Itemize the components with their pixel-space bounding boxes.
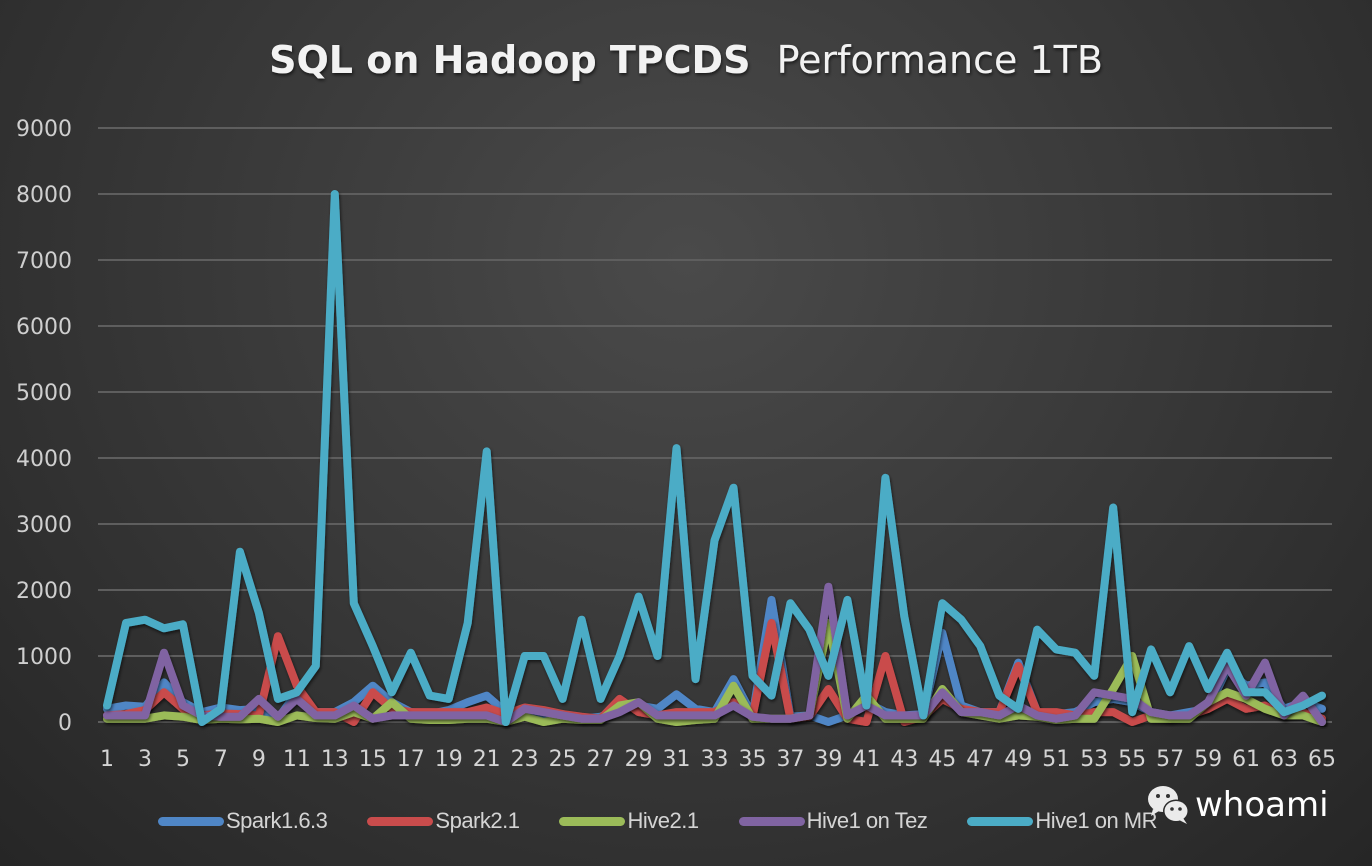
legend-swatch — [559, 816, 626, 826]
x-tick-label: 11 — [283, 747, 311, 772]
x-tick-label: 21 — [473, 747, 501, 772]
watermark: whoami — [1145, 782, 1329, 828]
x-tick-label: 13 — [321, 747, 349, 772]
x-tick-label: 7 — [214, 747, 228, 772]
x-tick-label: 37 — [776, 747, 804, 772]
legend-swatch — [367, 816, 434, 826]
legend-label: Hive1 on MR — [1035, 808, 1157, 833]
x-tick-label: 61 — [1232, 747, 1260, 772]
series-hive1-on-mr — [103, 190, 1326, 726]
y-axis-ticks: 0 1000 2000 3000 4000 5000 6000 7000 8000 9000 — [16, 117, 72, 736]
legend-item: Spark2.1 — [367, 808, 520, 834]
y-tick-label: 5000 — [16, 381, 72, 406]
x-tick-label: 15 — [359, 747, 387, 772]
series-line — [103, 190, 1326, 726]
x-tick-label: 41 — [852, 747, 880, 772]
series-lines — [103, 190, 1326, 726]
x-tick-label: 39 — [814, 747, 842, 772]
legend-swatch — [738, 816, 805, 826]
y-tick-label: 7000 — [16, 249, 72, 274]
legend-item: Hive1 on Tez — [738, 808, 928, 834]
x-tick-label: 63 — [1270, 747, 1298, 772]
y-tick-label: 1000 — [16, 645, 72, 670]
series-line — [103, 582, 1326, 726]
chart-title-bold: SQL on Hadoop TPCDS — [269, 38, 750, 82]
x-tick-label: 23 — [511, 747, 539, 772]
x-tick-label: 27 — [587, 747, 615, 772]
legend-label: Spark1.6.3 — [226, 808, 328, 833]
legend-label: Spark2.1 — [435, 808, 520, 833]
x-tick-label: 51 — [1042, 747, 1070, 772]
x-axis-ticks: 1 3 5 7 9 11 13 15 17 19 21 23 25 27 29 31 33 35 37 39 41 43 4… — [100, 747, 1336, 772]
x-tick-label: 47 — [966, 747, 994, 772]
x-tick-label: 9 — [252, 747, 266, 772]
watermark-text: whoami — [1195, 785, 1329, 825]
x-tick-label: 25 — [549, 747, 577, 772]
x-tick-label: 1 — [100, 747, 114, 772]
y-tick-label: 9000 — [16, 117, 72, 142]
y-tick-label: 8000 — [16, 183, 72, 208]
legend-swatch — [158, 816, 224, 826]
legend-item: Hive1 on MR — [967, 808, 1157, 834]
x-tick-label: 19 — [435, 747, 463, 772]
x-tick-label: 29 — [625, 747, 653, 772]
legend-label: Hive2.1 — [627, 808, 699, 833]
x-tick-label: 5 — [176, 747, 190, 772]
legend: Spark1.6.3 Spark2.1 Hive2.1 Hive1 on Tez Hiv… — [158, 808, 1197, 834]
x-tick-label: 45 — [928, 747, 956, 772]
gridlines — [98, 127, 1332, 723]
wechat-icon — [1148, 786, 1189, 824]
chart-title: SQL on Hadoop TPCDS Performance 1TB — [269, 38, 1103, 82]
series-hive1-on-tez — [103, 582, 1326, 726]
x-tick-label: 35 — [738, 747, 766, 772]
x-tick-label: 43 — [890, 747, 918, 772]
x-tick-label: 55 — [1118, 747, 1146, 772]
legend-item: Hive2.1 — [559, 808, 699, 834]
y-tick-label: 2000 — [16, 579, 72, 604]
legend-item: Spark1.6.3 — [158, 808, 328, 834]
x-tick-label: 17 — [397, 747, 425, 772]
x-tick-label: 53 — [1080, 747, 1108, 772]
x-tick-label: 3 — [138, 747, 152, 772]
x-tick-label: 31 — [663, 747, 691, 772]
y-tick-label: 3000 — [16, 513, 72, 538]
x-tick-label: 59 — [1194, 747, 1222, 772]
y-tick-label: 6000 — [16, 315, 72, 340]
chart-title-light: Performance 1TB — [777, 38, 1103, 82]
y-tick-label: 4000 — [16, 447, 72, 472]
legend-label: Hive1 on Tez — [806, 808, 928, 833]
y-tick-label: 0 — [58, 711, 72, 736]
x-tick-label: 33 — [701, 747, 729, 772]
x-tick-label: 65 — [1308, 747, 1336, 772]
legend-swatch — [967, 816, 1034, 826]
x-tick-label: 57 — [1156, 747, 1184, 772]
x-tick-label: 49 — [1004, 747, 1032, 772]
